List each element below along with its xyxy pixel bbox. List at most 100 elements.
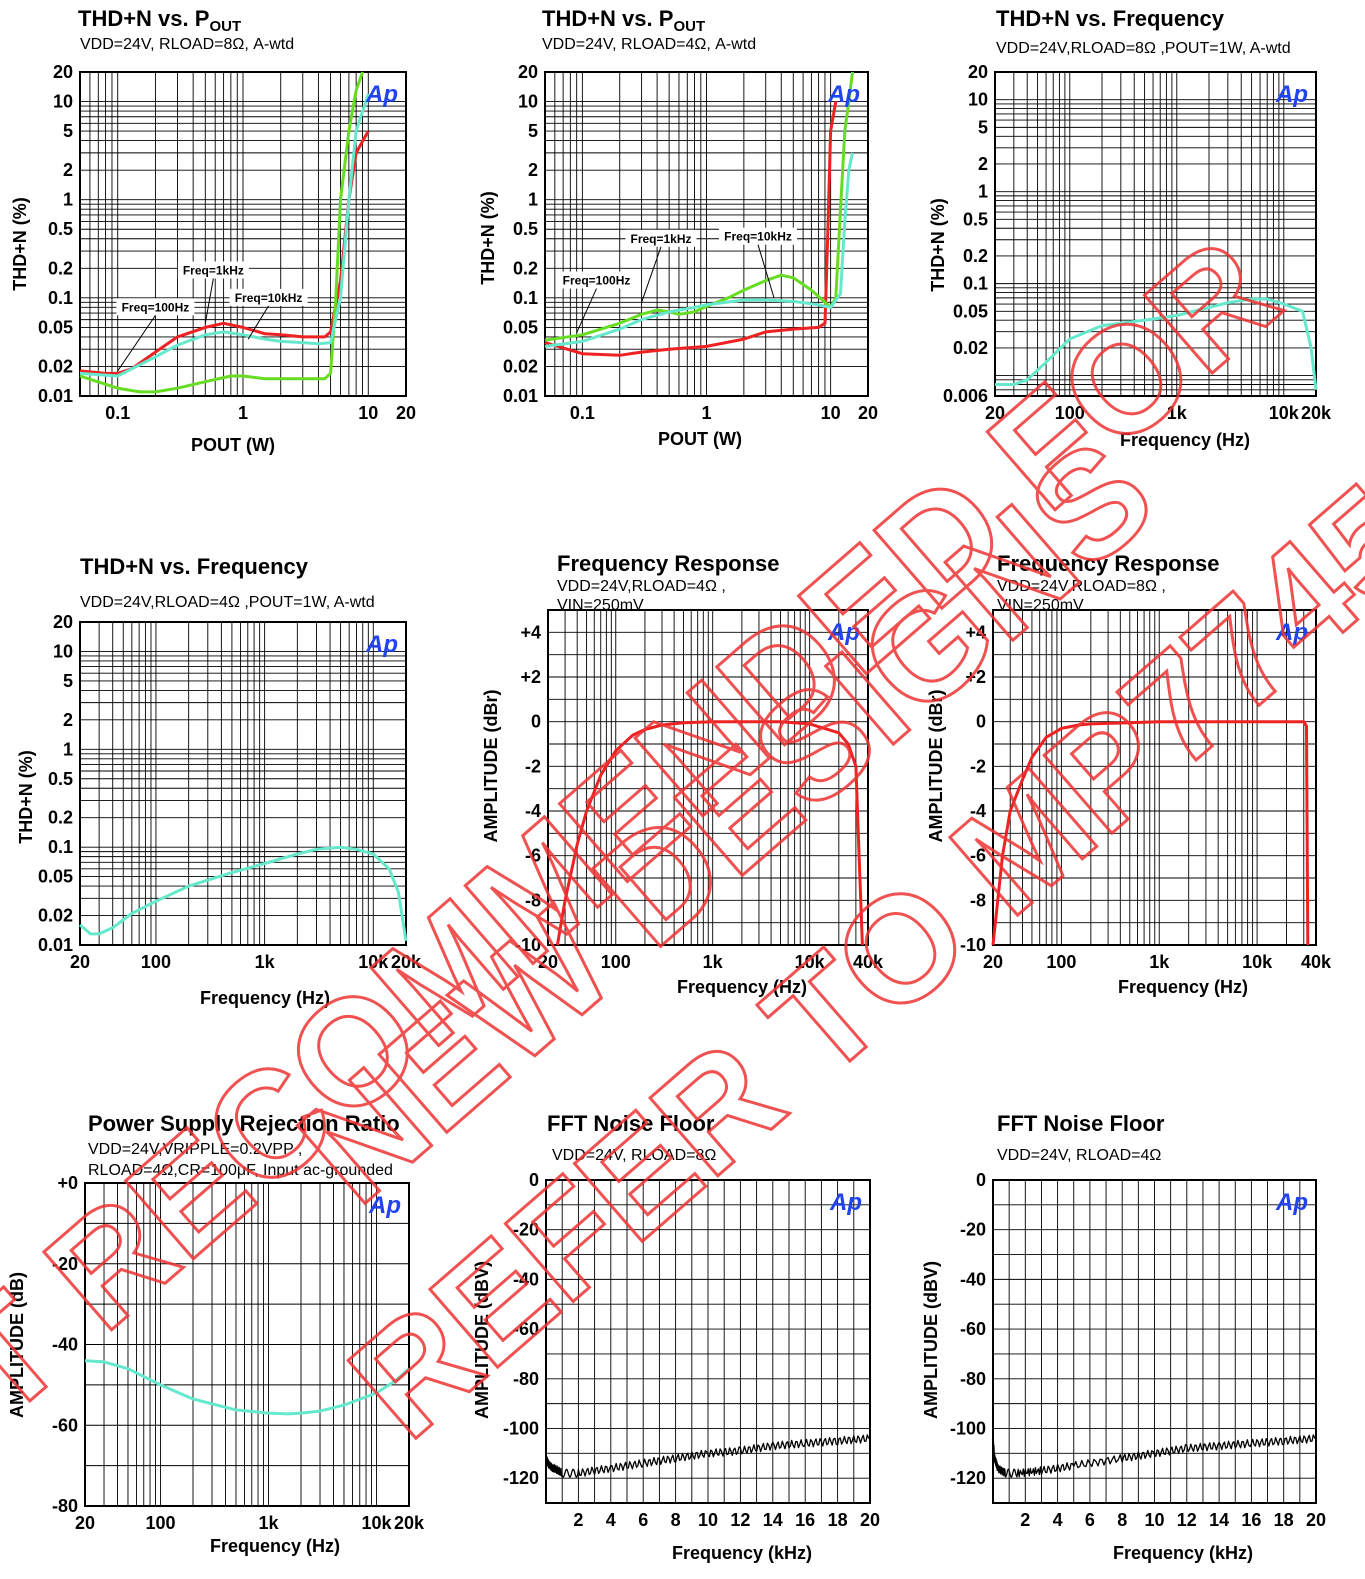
chart-conditions: VDD=24V, RLOAD=8Ω, A-wtd bbox=[80, 36, 294, 53]
annotation-bg bbox=[719, 227, 798, 245]
y-tick-label: 0 bbox=[531, 712, 541, 732]
y-tick-label: 0.05 bbox=[953, 301, 988, 321]
chart-4: 20 100 1k 10k 20k 0.01 0.02 0.05 0.1 0.2 0.5 1 2 5 10 2… bbox=[16, 554, 422, 1008]
plot-frame bbox=[544, 71, 869, 397]
y-tick-label: 0.1 bbox=[48, 837, 73, 857]
y-tick-label: -2 bbox=[525, 756, 541, 776]
y-tick-label: 0.2 bbox=[48, 258, 73, 278]
plot-frame bbox=[994, 71, 1317, 397]
chart-7: 20 100 1k 10k 20k -80 -60 -40 -20 +0 Ap Power Suppl… bbox=[7, 1111, 425, 1556]
chart-title-subscript: OUT bbox=[209, 18, 241, 35]
x-axis-label: Frequency (Hz) bbox=[1120, 430, 1250, 450]
series-line bbox=[544, 101, 838, 357]
chart-conditions: VDD=24V,RLOAD=4Ω , bbox=[557, 578, 726, 595]
annotation-bg bbox=[625, 229, 697, 247]
y-axis-label: AMPLITUDE (dBV) bbox=[921, 1261, 941, 1419]
y-tick-label: -40 bbox=[52, 1335, 78, 1355]
y-tick-label: 0.1 bbox=[48, 288, 73, 308]
x-axis-label: Frequency (Hz) bbox=[677, 977, 807, 997]
y-tick-label: 1 bbox=[63, 739, 73, 759]
chart-conditions: VDD=24V,VRIPPLE=0.2VPP , bbox=[88, 1141, 302, 1158]
x-tick-label: 12 bbox=[1177, 1510, 1197, 1530]
y-tick-label: 0.1 bbox=[513, 288, 538, 308]
x-tick-label: 1k bbox=[255, 952, 276, 972]
chart-title: Frequency Response bbox=[557, 551, 780, 576]
y-tick-label: -8 bbox=[970, 890, 986, 910]
ap-logo: Ap bbox=[827, 619, 860, 646]
plot-frame bbox=[84, 1182, 410, 1507]
series-line bbox=[79, 845, 408, 942]
y-tick-label: 10 bbox=[968, 90, 988, 110]
y-tick-label: 0.5 bbox=[48, 769, 73, 789]
y-tick-label: +2 bbox=[520, 667, 541, 687]
y-tick-label: -4 bbox=[525, 801, 541, 821]
x-tick-label: 2 bbox=[573, 1510, 583, 1530]
y-tick-label: -10 bbox=[960, 935, 986, 955]
x-axis-label: Frequency (kHz) bbox=[1113, 1543, 1253, 1563]
y-tick-label: 2 bbox=[528, 160, 538, 180]
grid bbox=[994, 71, 1317, 397]
y-tick-label: -10 bbox=[515, 935, 541, 955]
y-axis-label: AMPLITUDE (dB) bbox=[7, 1272, 27, 1418]
y-tick-label: -100 bbox=[503, 1418, 539, 1438]
y-axis-label: THD+N (%) bbox=[16, 750, 36, 844]
chart-8: 2 4 6 8 10 12 14 16 18 20 -120 -100 -80 -60 -40 -20 0 Ap F… bbox=[472, 1111, 880, 1563]
x-tick-label: 1 bbox=[701, 403, 711, 423]
y-tick-label: 0.02 bbox=[38, 356, 73, 376]
y-tick-label: 0 bbox=[529, 1170, 539, 1190]
y-tick-label: 0.2 bbox=[963, 246, 988, 266]
chart-9: 2 4 6 8 10 12 14 16 18 20 -120 -100 -80 -60 -40 -20 0 Ap F… bbox=[921, 1111, 1326, 1563]
x-tick-label: 8 bbox=[1117, 1510, 1127, 1530]
y-tick-label: 20 bbox=[518, 62, 538, 82]
series-line bbox=[992, 1434, 1317, 1478]
series-line bbox=[544, 71, 854, 342]
y-tick-label: -8 bbox=[525, 890, 541, 910]
y-tick-label: 20 bbox=[53, 62, 73, 82]
chart-conditions: VDD=24V,RLOAD=4Ω ,POUT=1W, A-wtd bbox=[80, 594, 375, 611]
y-tick-label: 10 bbox=[518, 92, 538, 112]
chart-6: 20 100 1k 10k 40k -10 -8 -6 -4 -2 0 +2 +4 Ap Frequency… bbox=[926, 551, 1332, 997]
y-tick-label: 1 bbox=[528, 190, 538, 210]
y-tick-label: -60 bbox=[52, 1415, 78, 1435]
x-tick-label: 100 bbox=[145, 1513, 175, 1533]
ap-logo: Ap bbox=[1275, 81, 1308, 108]
annotation-label: Freq=10kHz bbox=[724, 230, 792, 244]
y-tick-label: -60 bbox=[960, 1319, 986, 1339]
chart-conditions-2: VIN=250mV bbox=[997, 597, 1084, 614]
y-tick-label: +0 bbox=[57, 1173, 78, 1193]
y-tick-label: 0.5 bbox=[963, 209, 988, 229]
x-tick-label: 0.1 bbox=[105, 403, 130, 423]
y-tick-label: 2 bbox=[63, 710, 73, 730]
y-axis-label: THD+N (%) bbox=[478, 191, 498, 285]
series-line bbox=[995, 297, 1318, 390]
x-tick-label: 2 bbox=[1020, 1510, 1030, 1530]
series-line bbox=[555, 720, 864, 946]
series-line bbox=[79, 93, 370, 378]
x-tick-label: 100 bbox=[601, 952, 631, 972]
x-tick-label: 18 bbox=[1274, 1510, 1294, 1530]
plot-frame bbox=[545, 1179, 871, 1504]
plot-frame bbox=[79, 621, 407, 946]
ap-logo: Ap bbox=[1275, 619, 1308, 646]
annotation-leader bbox=[247, 305, 269, 340]
y-axis-label: THD+N (%) bbox=[10, 197, 30, 291]
ap-logo: Ap bbox=[1275, 1189, 1308, 1216]
y-tick-label: 20 bbox=[53, 612, 73, 632]
x-tick-label: 10k bbox=[358, 952, 389, 972]
y-tick-label: 5 bbox=[528, 121, 538, 141]
y-tick-label: -20 bbox=[52, 1254, 78, 1274]
x-tick-label: 20 bbox=[1306, 1510, 1326, 1530]
series-line bbox=[544, 152, 854, 348]
y-tick-label: 0.05 bbox=[503, 317, 538, 337]
x-tick-label: 10k bbox=[795, 952, 826, 972]
y-tick-label: -20 bbox=[960, 1220, 986, 1240]
y-tick-label: -60 bbox=[513, 1319, 539, 1339]
x-tick-label: 10k bbox=[1242, 952, 1273, 972]
annotation-bg bbox=[557, 271, 636, 289]
y-tick-label: 0.5 bbox=[48, 219, 73, 239]
y-tick-label: 5 bbox=[63, 671, 73, 691]
x-tick-label: 1k bbox=[258, 1513, 279, 1533]
x-tick-label: 10k bbox=[1269, 403, 1300, 423]
grid bbox=[79, 621, 407, 946]
